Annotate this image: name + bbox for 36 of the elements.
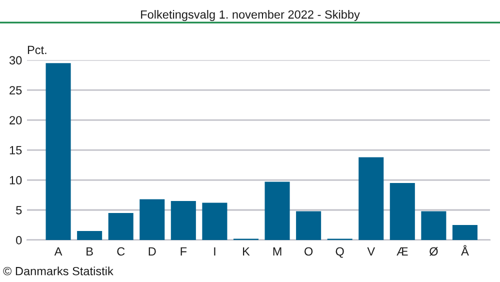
text: © Danmarks Statistik [3,266,114,276]
x-tick-label: V [367,247,376,256]
x-tick-label: Ø [430,247,438,256]
y-tick-label: 5 [16,206,22,214]
x-tick-label: Æ [396,247,408,256]
bar [170,201,196,240]
x-tick-label: D [148,247,156,256]
x-tick-label: I [214,247,216,256]
chart-title: Folketingsvalg 1. november 2022 - Skibby [141,10,360,22]
y-axis-title: Pct. [28,46,46,54]
x-tick-label: K [243,247,250,256]
y-tick-label: 20 [10,116,22,124]
bar [140,199,165,240]
x-tick-label: O [304,247,313,256]
y-tick-label: 25 [10,86,22,94]
x-tick-label: A [54,247,62,256]
bar [264,182,290,240]
y-tick-label: 15 [10,146,22,154]
bar [452,224,478,240]
x-tick-label: F [180,247,187,256]
bar [77,230,102,240]
x-tick-label: Q [336,247,344,258]
bar [202,202,228,240]
bar [46,63,71,240]
x-tick-label: Å [461,245,469,256]
bar [108,212,134,240]
x-tick-label: C [117,247,125,256]
bar [421,211,446,240]
y-tick-label: 0 [16,236,22,244]
bar [390,183,415,240]
x-tick-label: M [273,247,282,256]
y-tick-label: 30 [9,56,22,64]
x-tick-label: B [86,247,93,256]
y-tick-label: 10 [10,176,22,184]
bar [358,157,384,240]
bar [296,211,322,240]
